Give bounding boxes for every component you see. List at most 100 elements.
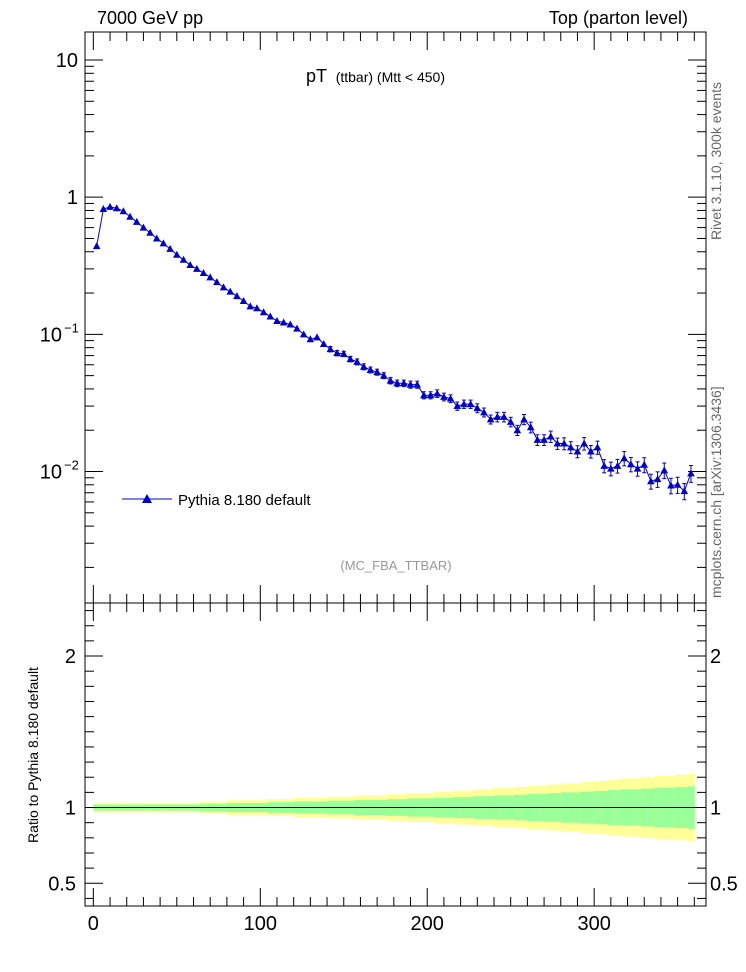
ratio-plot-frame	[84, 602, 707, 907]
data-point	[306, 335, 315, 343]
legend-entry: Pythia 8.180 default	[178, 492, 311, 509]
legend: Pythia 8.180 default	[122, 492, 311, 509]
data-point	[313, 333, 321, 341]
y-tick-label-main: 10	[40, 462, 62, 484]
data-point	[259, 308, 268, 316]
data-point	[607, 464, 615, 472]
data-point	[219, 283, 228, 291]
data-point	[500, 412, 508, 420]
data-point	[319, 340, 328, 348]
mcplots-source-label: mcplots.cern.ch [arXiv:1306.3436]	[708, 386, 724, 598]
data-point	[486, 415, 495, 423]
data-point	[400, 379, 408, 387]
y-tick-label-ratio-right: 2	[710, 646, 721, 668]
data-point	[112, 204, 121, 212]
data-point	[159, 239, 168, 247]
data-point	[199, 269, 208, 277]
y-tick-label-ratio-right: 1	[710, 798, 721, 820]
data-point	[640, 460, 649, 468]
data-point	[193, 264, 201, 272]
data-point	[413, 380, 422, 388]
data-point	[420, 391, 428, 399]
data-point	[566, 443, 575, 451]
data-point	[273, 317, 281, 325]
data-point	[326, 345, 335, 353]
data-point	[587, 447, 595, 455]
data-point	[226, 287, 235, 295]
data-point	[426, 391, 435, 399]
data-point	[553, 439, 562, 447]
data-point	[166, 244, 174, 252]
main-plot-frame	[84, 31, 707, 604]
data-point	[126, 212, 134, 220]
header-beam-label: 7000 GeV pp	[97, 8, 204, 28]
data-point	[593, 443, 602, 451]
data-point	[353, 357, 361, 365]
y-tick-exponent: −2	[64, 458, 79, 473]
data-point	[533, 435, 542, 443]
data-point	[647, 477, 655, 485]
analysis-label: (MC_FBA_TTBAR)	[340, 558, 451, 573]
data-point	[613, 461, 622, 469]
series-line	[96, 206, 692, 492]
data-point	[186, 261, 194, 269]
header-process-label: Top (parton level)	[548, 8, 688, 28]
rivet-version-label: Rivet 3.1.10, 300k events	[708, 82, 724, 240]
x-tick-label: 100	[244, 913, 277, 935]
data-point	[333, 349, 341, 357]
data-point	[440, 392, 448, 400]
data-point	[453, 402, 462, 410]
data-point	[600, 461, 608, 469]
data-point	[233, 292, 241, 300]
data-point	[213, 278, 221, 286]
data-point	[506, 417, 515, 425]
data-point	[660, 466, 669, 474]
data-point	[673, 480, 682, 488]
y-tick-label-ratio: 0.5	[48, 873, 76, 895]
data-point	[239, 297, 248, 305]
data-point	[359, 362, 368, 370]
data-point	[366, 365, 375, 373]
data-point	[633, 464, 642, 472]
data-point	[253, 304, 261, 312]
data-point	[580, 439, 588, 447]
data-point	[92, 242, 101, 250]
data-point	[460, 400, 468, 408]
data-point	[373, 368, 381, 376]
data-point	[106, 202, 114, 210]
data-point	[279, 318, 288, 326]
data-point	[406, 380, 415, 388]
data-point	[480, 408, 488, 416]
data-point	[493, 412, 502, 420]
data-point	[380, 371, 388, 379]
legend-marker-icon	[142, 494, 152, 503]
data-point	[266, 312, 275, 320]
y-tick-exponent: −1	[64, 320, 79, 335]
data-point	[139, 223, 148, 231]
data-point	[206, 273, 215, 281]
y-tick-label-main: 10	[56, 50, 78, 72]
x-tick-label: 200	[411, 913, 444, 935]
data-point	[119, 207, 128, 215]
series-pythia	[92, 202, 695, 501]
data-point	[393, 379, 401, 387]
data-point	[520, 415, 528, 423]
y-tick-label-ratio: 2	[65, 646, 76, 668]
y-tick-label-ratio: 1	[65, 798, 76, 820]
data-point	[339, 349, 348, 357]
y-tick-label-main: 10	[40, 324, 62, 346]
data-point	[146, 228, 154, 236]
data-point	[346, 355, 355, 363]
data-point	[286, 320, 295, 328]
data-point	[152, 234, 161, 242]
data-point	[293, 324, 301, 332]
data-point	[620, 454, 629, 462]
data-point	[667, 481, 675, 489]
data-point	[546, 432, 555, 440]
data-point	[627, 460, 635, 468]
x-tick-label: 0	[88, 913, 99, 935]
data-point	[246, 302, 255, 310]
